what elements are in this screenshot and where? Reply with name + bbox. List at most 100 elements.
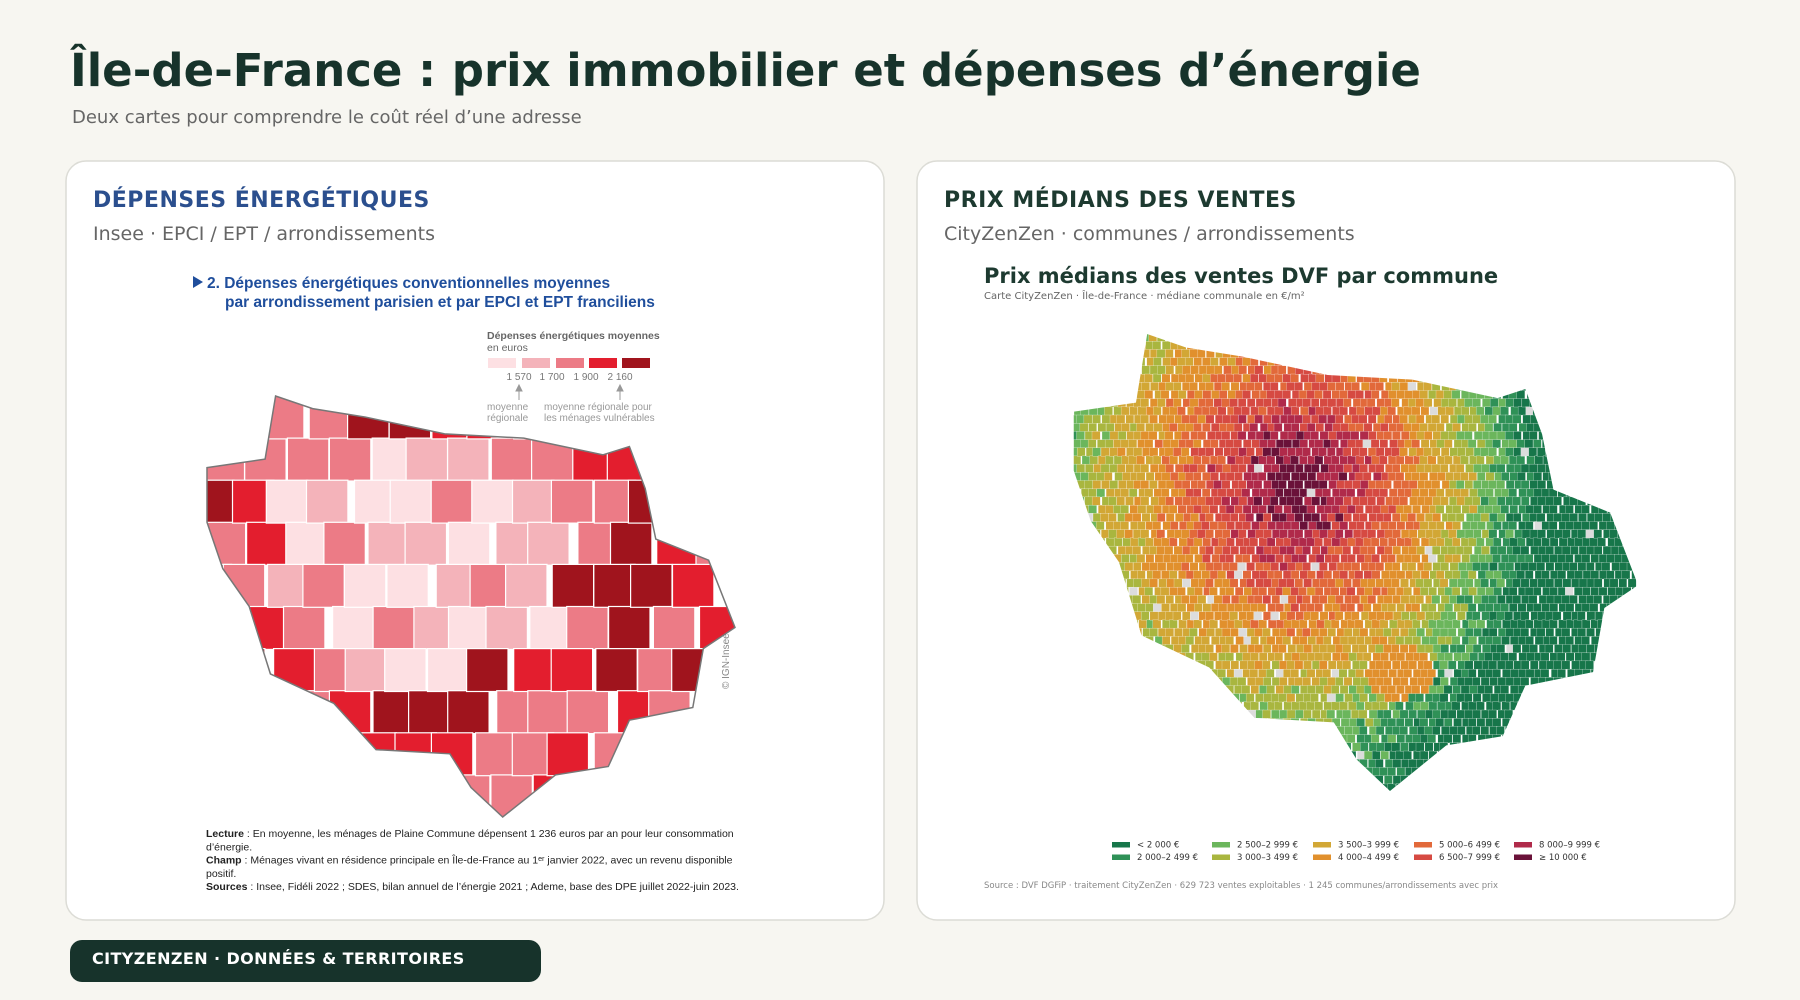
map-cell <box>1500 685 1509 694</box>
map-cell <box>1238 414 1247 424</box>
map-cell <box>1431 726 1441 735</box>
map-cell <box>1372 652 1382 662</box>
map-cell <box>1392 496 1401 506</box>
map-cell <box>1272 627 1281 637</box>
map-cell <box>1101 529 1110 539</box>
legend-annotation: moyenne régionale pour <box>544 402 653 413</box>
map-cell <box>1472 414 1481 424</box>
map-cell <box>1148 431 1158 440</box>
map-cell <box>1335 463 1344 473</box>
map-cell <box>1412 390 1421 399</box>
map-cell <box>1476 619 1486 629</box>
map-cell <box>1157 480 1167 490</box>
map-cell <box>1308 521 1317 531</box>
map-cell <box>1343 496 1352 506</box>
map-cell <box>1141 382 1150 391</box>
map-cell <box>1368 513 1378 522</box>
map-cell <box>1371 685 1380 694</box>
legend-title: Dépenses énergétiques moyennes <box>487 330 660 342</box>
map-cell <box>1508 439 1518 449</box>
map-cell <box>1234 570 1243 580</box>
map-cell <box>1332 636 1342 645</box>
map-cell <box>1363 570 1373 580</box>
map-cell <box>1351 562 1361 572</box>
map-cell <box>1436 423 1445 432</box>
map-cell <box>1339 701 1348 711</box>
map-cell <box>1254 627 1263 637</box>
map-cell <box>1358 414 1368 424</box>
map-cell <box>1532 603 1542 613</box>
map-cell <box>1259 488 1269 498</box>
map-cell <box>1356 521 1365 531</box>
map-cell <box>1286 414 1296 424</box>
map-cell <box>1447 660 1457 670</box>
map-cell <box>1122 472 1131 481</box>
map-cell <box>1140 529 1150 539</box>
map-cell <box>1362 603 1372 613</box>
map-cell <box>1170 373 1180 383</box>
map-cell <box>1411 423 1420 432</box>
map-cell <box>1574 586 1583 596</box>
map-cell <box>1448 398 1457 408</box>
map-cell <box>1412 504 1421 514</box>
map-heading: par arrondissement parisien et par EPCI … <box>225 294 655 311</box>
map-cell <box>1553 496 1562 506</box>
map-cell <box>1383 644 1392 654</box>
map-cell <box>1412 668 1422 678</box>
map-cell <box>1343 398 1352 408</box>
map-cell <box>1091 496 1101 506</box>
map-cell <box>1278 480 1287 490</box>
legend-label: < 2 000 € <box>1137 841 1179 851</box>
map-cell <box>1375 562 1385 572</box>
map-cell <box>1314 537 1323 547</box>
map-cell <box>1348 668 1357 678</box>
map-cell <box>1230 431 1239 440</box>
map-cell <box>1258 406 1267 416</box>
map-cell <box>1161 373 1171 383</box>
map-cell <box>1234 472 1243 481</box>
map-cell <box>1219 619 1228 629</box>
map-cell <box>1416 496 1426 506</box>
map-cell <box>1346 488 1356 498</box>
map-cell <box>1472 562 1481 572</box>
map-cell <box>1464 660 1474 670</box>
map-cell <box>1360 742 1369 752</box>
map-cell <box>1238 463 1247 473</box>
map-cell <box>1517 603 1527 613</box>
map-cell <box>1254 463 1263 473</box>
map-cell <box>1355 439 1364 449</box>
map-cell <box>1169 423 1178 432</box>
map-cell <box>1439 693 1449 703</box>
map-cell <box>1165 382 1174 391</box>
map-cell <box>1319 431 1329 440</box>
map-cell <box>1541 537 1550 547</box>
map-cell <box>1319 578 1329 588</box>
map-cell <box>1485 603 1494 613</box>
map-cell <box>1391 693 1400 703</box>
map-cell <box>1140 496 1150 506</box>
map-cell <box>1512 496 1521 506</box>
map-cell <box>1586 644 1595 654</box>
map-cell <box>1452 504 1462 514</box>
map-cell <box>1184 554 1194 563</box>
map-cell <box>1460 603 1469 613</box>
map-cell <box>1096 488 1106 498</box>
map-cell <box>1172 611 1182 621</box>
map-cell <box>1553 660 1562 670</box>
map-cell <box>1291 619 1300 629</box>
map-cell <box>1472 677 1481 686</box>
map-cell <box>1392 677 1402 686</box>
map-cell <box>1393 480 1402 490</box>
panel-title: PRIX MÉDIANS DES VENTES <box>944 187 1297 213</box>
map-cell <box>1425 611 1434 621</box>
map-cell <box>1237 677 1247 686</box>
map-cell <box>1508 521 1517 531</box>
map-cell <box>1165 480 1175 490</box>
map-cell <box>1431 480 1441 490</box>
map-cell <box>1294 660 1304 670</box>
map-cell <box>1302 595 1311 604</box>
map-cell <box>1456 431 1465 440</box>
map-cell <box>1160 488 1170 498</box>
map-cell <box>1140 480 1150 490</box>
map-cell <box>1205 578 1214 588</box>
